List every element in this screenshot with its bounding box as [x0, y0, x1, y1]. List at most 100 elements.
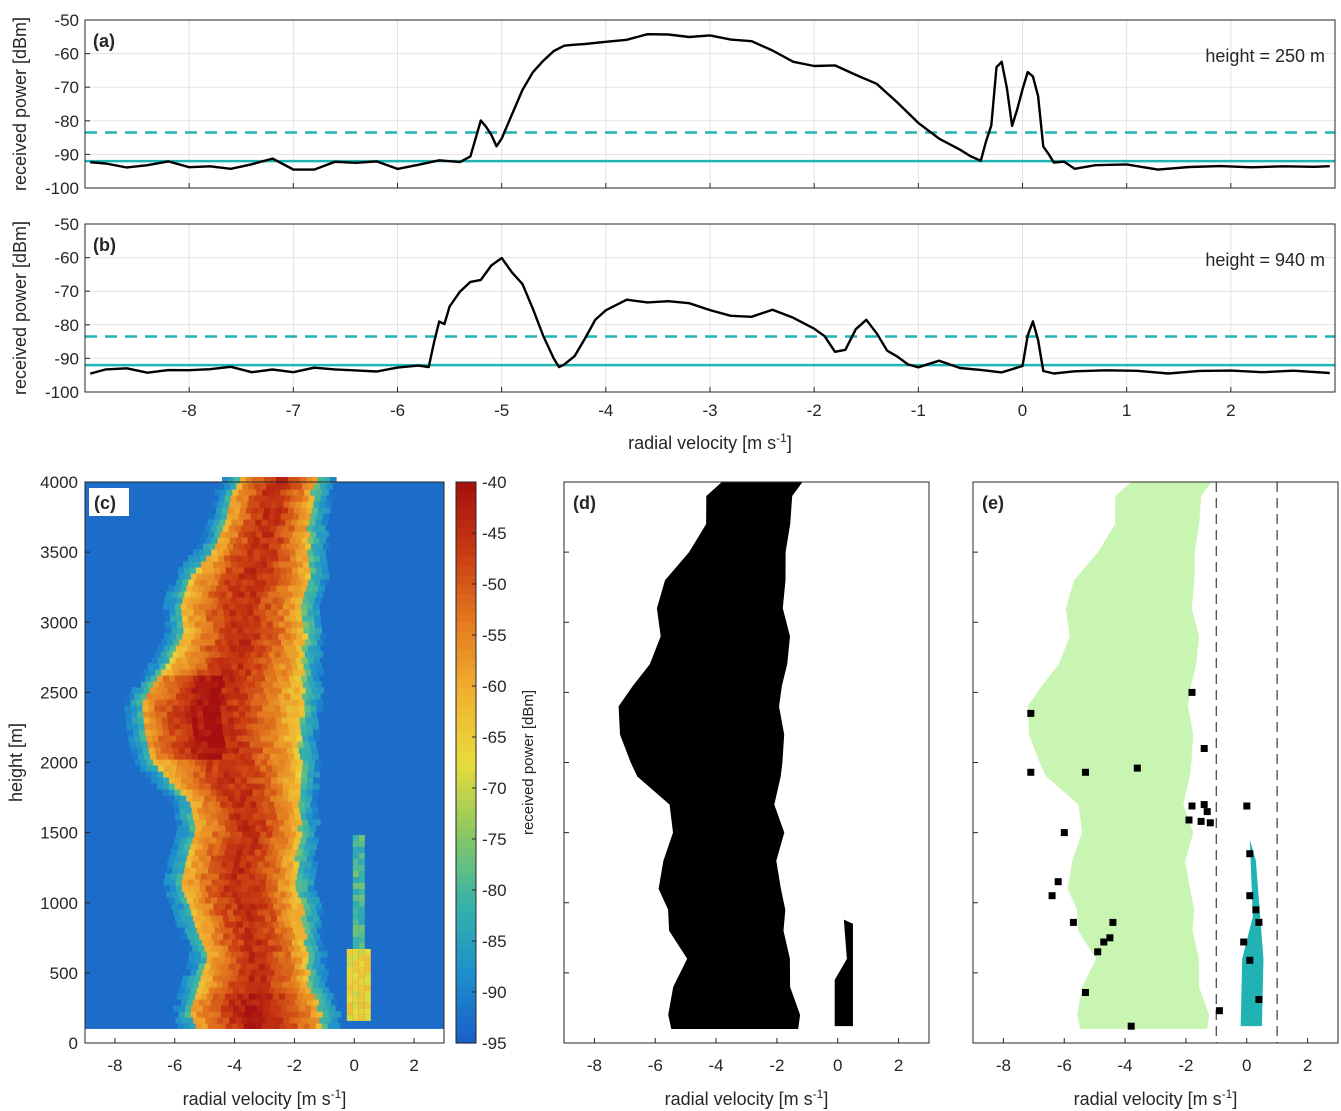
heatmap-cell [266, 633, 273, 640]
heatmap-cell [224, 597, 232, 604]
heatmap-cell [306, 855, 314, 862]
heatmap-cell [247, 771, 254, 778]
heatmap-cell [213, 567, 221, 574]
heatmap-cell [206, 621, 214, 628]
heatmap-cell [278, 681, 286, 688]
heatmap-cell [319, 501, 326, 508]
heatmap-cell [206, 633, 213, 640]
heatmap-cell [244, 987, 252, 994]
heatmap-cell [240, 525, 248, 532]
heatmap-cell [260, 975, 268, 982]
heatmap-cell [263, 639, 270, 646]
heatmap-cell [240, 915, 248, 922]
heatmap-cell [221, 717, 229, 724]
heatmap-cell [224, 765, 231, 772]
heatmap-cell [246, 585, 253, 592]
heatmap-cell [246, 603, 254, 610]
heatmap-cell [214, 651, 222, 658]
heatmap-cell [199, 537, 207, 544]
heatmap-cell [270, 723, 277, 730]
heatmap-cell [313, 609, 321, 616]
heatmap-cell [186, 999, 194, 1006]
heatmap-cell [270, 525, 278, 532]
heatmap-cell [226, 513, 234, 520]
heatmap-cell [294, 999, 302, 1006]
x-tick-label: 2 [1226, 401, 1235, 420]
heatmap-cell [125, 717, 133, 724]
heatmap-cell [324, 477, 331, 484]
colorbar-tick-label: -45 [482, 524, 507, 543]
heatmap-cell [251, 717, 259, 724]
heatmap-cell [256, 843, 264, 850]
heatmap-cell [210, 915, 218, 922]
heatmap-cell [193, 729, 200, 736]
heatmap-cell [286, 969, 294, 976]
heatmap-cell [280, 489, 287, 496]
heatmap-cell [208, 747, 216, 754]
heatmap-cell [241, 771, 248, 778]
heatmap-cell [296, 993, 304, 1000]
heatmap-cell [228, 477, 235, 484]
heatmap-cell [272, 483, 279, 490]
heatmap-cell [254, 849, 262, 856]
heatmap-cell [215, 807, 223, 814]
heatmap-cell [190, 705, 197, 712]
heatmap-cell [313, 771, 320, 778]
heatmap-cell [292, 531, 299, 538]
heatmap-cell [321, 1023, 329, 1030]
heatmap-cell [158, 765, 165, 772]
heatmap-cell [200, 819, 207, 826]
heatmap-cell [271, 879, 279, 886]
heatmap-cell [218, 555, 225, 562]
heatmap-cell [216, 837, 223, 844]
heatmap-cell [294, 837, 301, 844]
heatmap-cell [296, 483, 303, 490]
heatmap-cell [320, 975, 328, 982]
heatmap-cell [162, 603, 170, 610]
heatmap-cell [191, 1005, 198, 1012]
heatmap-cell [346, 967, 353, 973]
heatmap-cell [260, 765, 267, 772]
heatmap-cell [260, 951, 268, 958]
heatmap-cell [228, 507, 235, 514]
heatmap-cell [268, 531, 275, 538]
heatmap-cell [164, 633, 171, 640]
heatmap-cell [279, 519, 286, 526]
heatmap-cell [275, 639, 282, 646]
heatmap-cell [160, 747, 168, 754]
heatmap-cell [229, 549, 236, 556]
heatmap-cell [244, 705, 251, 712]
heatmap-cell [185, 861, 192, 868]
heatmap-cell [294, 525, 302, 532]
heatmap-cell [271, 537, 279, 544]
heatmap-cell [204, 963, 212, 970]
heatmap-cell [155, 717, 163, 724]
heatmap-cell [222, 897, 230, 904]
heatmap-cell [208, 927, 216, 934]
heatmap-cell [186, 855, 194, 862]
heatmap-cell [284, 597, 292, 604]
heatmap-cell [273, 1023, 281, 1030]
heatmap-cell [274, 891, 281, 898]
heatmap-cell [237, 567, 245, 574]
colorbar-border [455, 481, 477, 1044]
heatmap-cell [208, 531, 215, 538]
heatmap-cell [281, 543, 288, 550]
heatmap-cell [250, 651, 258, 658]
heatmap-cell [205, 657, 213, 664]
heatmap-cell [293, 669, 300, 676]
heatmap-cell [178, 705, 185, 712]
colorbar-segment [456, 828, 476, 838]
heatmap-cell [221, 543, 228, 550]
heatmap-cell [294, 477, 301, 484]
heatmap-cell [282, 753, 289, 760]
heatmap-cell [197, 543, 204, 550]
heatmap-cell [203, 717, 211, 724]
heatmap-cell [236, 957, 243, 964]
heatmap-cell [270, 753, 277, 760]
heatmap-cell [295, 501, 302, 508]
heatmap-cell [213, 825, 220, 832]
heatmap-cell [276, 897, 284, 904]
heatmap-cell [295, 537, 303, 544]
heatmap-cell [316, 531, 323, 538]
